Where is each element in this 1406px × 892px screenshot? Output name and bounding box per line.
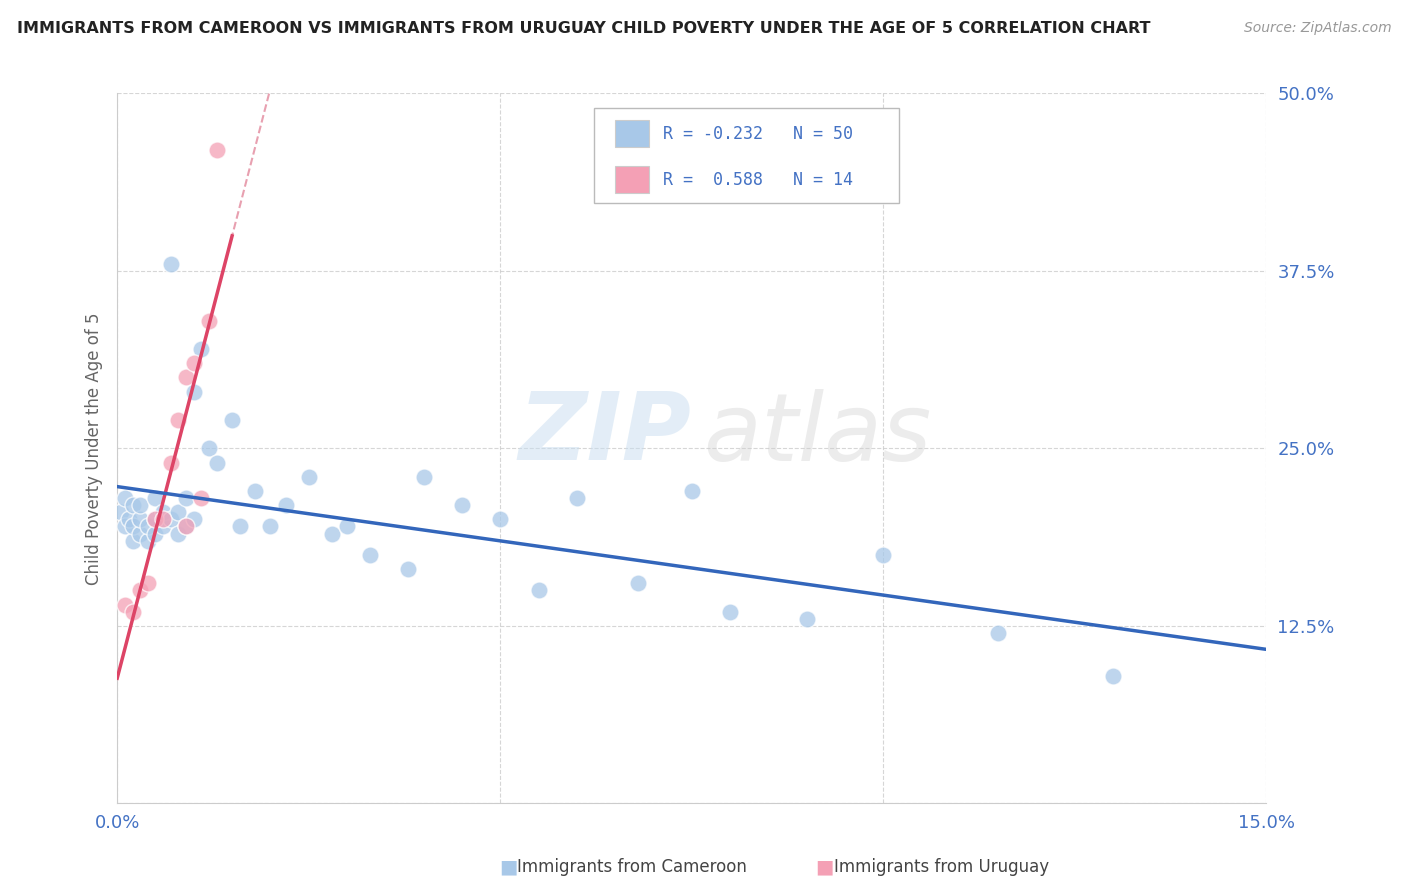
Text: Immigrants from Uruguay: Immigrants from Uruguay [834, 858, 1049, 876]
Point [167, 526, 190, 541]
Point [359, 548, 381, 562]
Point [229, 519, 252, 533]
Bar [614, 120, 650, 147]
Point [129, 583, 152, 598]
Point [114, 519, 136, 533]
Point [872, 548, 894, 562]
Point [221, 413, 243, 427]
Point [121, 605, 143, 619]
Point [174, 491, 197, 505]
Point [336, 519, 359, 533]
Point [145, 512, 167, 526]
Point [145, 512, 167, 526]
Point [527, 583, 550, 598]
Point [627, 576, 650, 591]
Text: atlas: atlas [703, 389, 931, 480]
Point [152, 505, 174, 519]
Text: Immigrants from Cameroon: Immigrants from Cameroon [517, 858, 747, 876]
Y-axis label: Child Poverty Under the Age of 5: Child Poverty Under the Age of 5 [86, 312, 103, 584]
Point [121, 519, 143, 533]
Point [205, 143, 228, 157]
Point [489, 512, 512, 526]
Point [1102, 668, 1125, 682]
Text: ■: ■ [499, 857, 517, 877]
Point [183, 384, 205, 399]
Point [167, 413, 190, 427]
Text: Source: ZipAtlas.com: Source: ZipAtlas.com [1244, 21, 1392, 36]
Text: ■: ■ [815, 857, 834, 877]
Point [118, 512, 141, 526]
Point [718, 605, 741, 619]
Point [198, 442, 221, 456]
Point [136, 533, 159, 548]
Point [159, 257, 181, 271]
Point [159, 456, 181, 470]
Point [412, 469, 434, 483]
Point [681, 483, 703, 498]
Point [159, 512, 181, 526]
Text: R = -0.232   N = 50: R = -0.232 N = 50 [664, 125, 853, 143]
Point [274, 498, 297, 512]
Point [198, 313, 221, 327]
Point [129, 526, 152, 541]
Point [451, 498, 474, 512]
Point [145, 526, 167, 541]
Point [174, 519, 197, 533]
Point [190, 491, 212, 505]
Point [129, 498, 152, 512]
Bar [614, 167, 650, 194]
Point [136, 576, 159, 591]
Point [152, 519, 174, 533]
Point [174, 519, 197, 533]
Point [145, 491, 167, 505]
Point [259, 519, 281, 533]
Point [114, 598, 136, 612]
Point [796, 612, 818, 626]
Point [121, 533, 143, 548]
Point [152, 512, 174, 526]
Point [190, 342, 212, 356]
Point [129, 512, 152, 526]
Point [114, 491, 136, 505]
Point [183, 512, 205, 526]
Point [987, 626, 1010, 640]
FancyBboxPatch shape [595, 108, 898, 203]
Point [183, 356, 205, 370]
Text: IMMIGRANTS FROM CAMEROON VS IMMIGRANTS FROM URUGUAY CHILD POVERTY UNDER THE AGE : IMMIGRANTS FROM CAMEROON VS IMMIGRANTS F… [17, 21, 1150, 37]
Point [167, 505, 190, 519]
Point [121, 498, 143, 512]
Point [321, 526, 343, 541]
Point [136, 519, 159, 533]
Point [205, 456, 228, 470]
Point [565, 491, 588, 505]
Text: R =  0.588   N = 14: R = 0.588 N = 14 [664, 171, 853, 189]
Text: ZIP: ZIP [519, 388, 692, 480]
Point [298, 469, 321, 483]
Point [396, 562, 419, 576]
Point [243, 483, 266, 498]
Point [110, 505, 132, 519]
Point [174, 370, 197, 384]
